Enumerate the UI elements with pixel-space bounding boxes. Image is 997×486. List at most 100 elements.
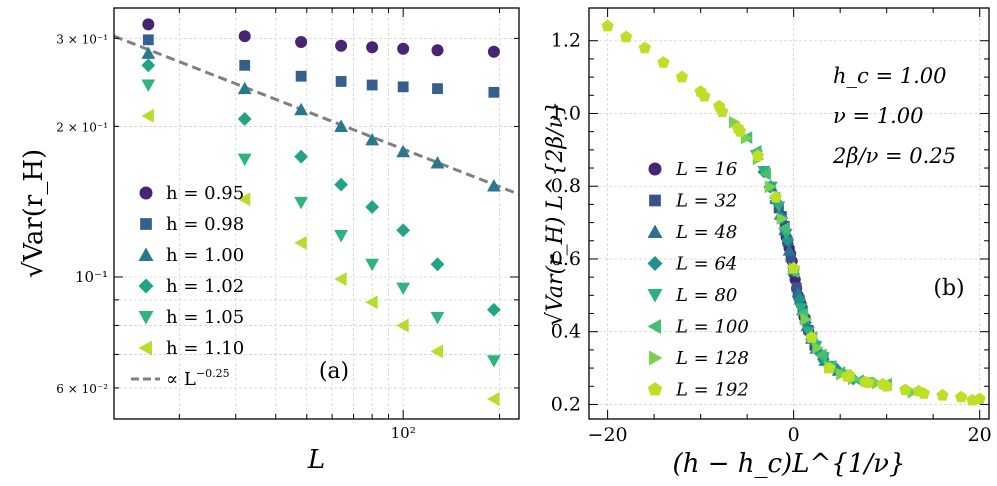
- data-point: [791, 285, 805, 298]
- legend-a: h = 0.95 h = 0.98 h = 1.00 h = 1.02 h = 1.05…: [131, 183, 244, 390]
- data-point: [142, 34, 154, 46]
- legend-label: L = 48: [675, 222, 737, 243]
- data-point: [486, 392, 500, 406]
- x-tick-label: −20: [588, 424, 628, 446]
- y-tick-label: 6 × 10⁻²: [56, 382, 108, 396]
- data-point: [237, 81, 252, 95]
- data-point: [751, 149, 765, 162]
- legend-marker: [138, 278, 154, 294]
- data-point: [777, 221, 790, 235]
- data-point: [366, 79, 378, 91]
- data-point: [488, 86, 500, 98]
- data-point: [294, 149, 309, 164]
- data-point: [430, 344, 444, 359]
- legend-label: h = 1.10: [166, 338, 244, 359]
- data-point: [638, 41, 651, 54]
- data-point: [294, 235, 307, 250]
- legend-label: L = 64: [675, 254, 737, 275]
- data-point: [335, 39, 348, 52]
- y-tick-label: 10⁻¹: [75, 268, 108, 286]
- panel-a: 10² 3 × 10⁻¹ 2 × 10⁻¹ 10⁻¹ 6 × 10⁻² L √Var(r_H…: [19, 7, 520, 475]
- points-a: [141, 18, 501, 406]
- legend-label: h = 0.98: [166, 214, 244, 235]
- data-point: [396, 144, 411, 158]
- data-point: [430, 311, 445, 325]
- ticks-a: [114, 8, 519, 419]
- data-point: [769, 190, 782, 203]
- data-point: [936, 388, 949, 401]
- y-tick-label: 0.2: [551, 393, 581, 415]
- data-point: [772, 201, 786, 214]
- data-point: [675, 70, 689, 83]
- legend-label: L = 128: [675, 348, 749, 369]
- data-point: [397, 81, 409, 93]
- legend-marker: [140, 218, 152, 230]
- series-105: [141, 79, 501, 368]
- series-098: [142, 34, 500, 98]
- data-point: [793, 293, 807, 307]
- series-102: [141, 58, 501, 317]
- x-tick-label: 20: [968, 424, 992, 446]
- series-110: [141, 108, 500, 406]
- legend-marker: [647, 289, 663, 303]
- data-point: [334, 119, 349, 132]
- data-point: [237, 153, 252, 167]
- data-point: [764, 180, 777, 194]
- data-point: [294, 196, 309, 210]
- data-point: [731, 121, 744, 134]
- data-point: [787, 261, 800, 274]
- data-point: [486, 355, 501, 368]
- data-point: [791, 282, 802, 293]
- data-point: [334, 230, 349, 243]
- data-point: [657, 56, 670, 68]
- data-point: [141, 58, 156, 73]
- y-axis-label: √Var(r_H): [19, 149, 49, 278]
- legend-label: h = 1.05: [166, 307, 244, 328]
- series-100: [141, 46, 501, 192]
- data-point: [335, 76, 347, 87]
- data-point: [954, 390, 968, 403]
- y-tick-label: 0.4: [551, 321, 581, 343]
- legend-marker: [139, 186, 153, 200]
- data-point: [396, 318, 409, 333]
- series-095: [142, 18, 500, 58]
- legend-label: L = 16: [675, 159, 737, 180]
- legend-marker: [138, 247, 154, 261]
- data-point: [365, 200, 380, 214]
- data-point: [141, 79, 156, 92]
- data-point: [776, 212, 789, 226]
- data-point: [396, 223, 411, 238]
- data-point: [237, 112, 252, 126]
- data-point: [899, 383, 912, 396]
- data-point: [237, 192, 251, 207]
- legend-label: L = 32: [675, 191, 737, 212]
- x-tick-label: 10²: [391, 424, 416, 442]
- y-tick-label: 0.6: [551, 248, 581, 270]
- data-point: [396, 282, 411, 296]
- y-tick-label: 0.8: [551, 175, 581, 197]
- data-point: [431, 44, 444, 57]
- legend-marker: [649, 194, 661, 207]
- points-b: [601, 19, 986, 406]
- legend-label: L = 80: [675, 285, 737, 306]
- data-point: [782, 243, 796, 256]
- data-point: [601, 19, 614, 32]
- data-point: [620, 30, 633, 43]
- data-point: [295, 70, 307, 82]
- data-point: [397, 42, 410, 55]
- legend-marker: [647, 382, 663, 396]
- data-point: [294, 102, 309, 116]
- legend-label: L = 100: [675, 317, 749, 338]
- legend-marker: [138, 340, 152, 356]
- data-point: [785, 252, 796, 263]
- data-point: [432, 83, 443, 95]
- data-point: [142, 18, 155, 31]
- data-point: [781, 233, 795, 247]
- y-tick-label: 1.0: [551, 102, 581, 124]
- fit-exponent: −0.25: [196, 367, 230, 380]
- panel-b: −20 0 20 0.2 0.4 0.6 0.8 1.0 1.2 (h − h_c)L^{1/ν}…: [543, 7, 992, 479]
- legend-marker: [649, 350, 663, 366]
- data-point: [430, 156, 445, 169]
- x-tick-label: 0: [788, 424, 800, 446]
